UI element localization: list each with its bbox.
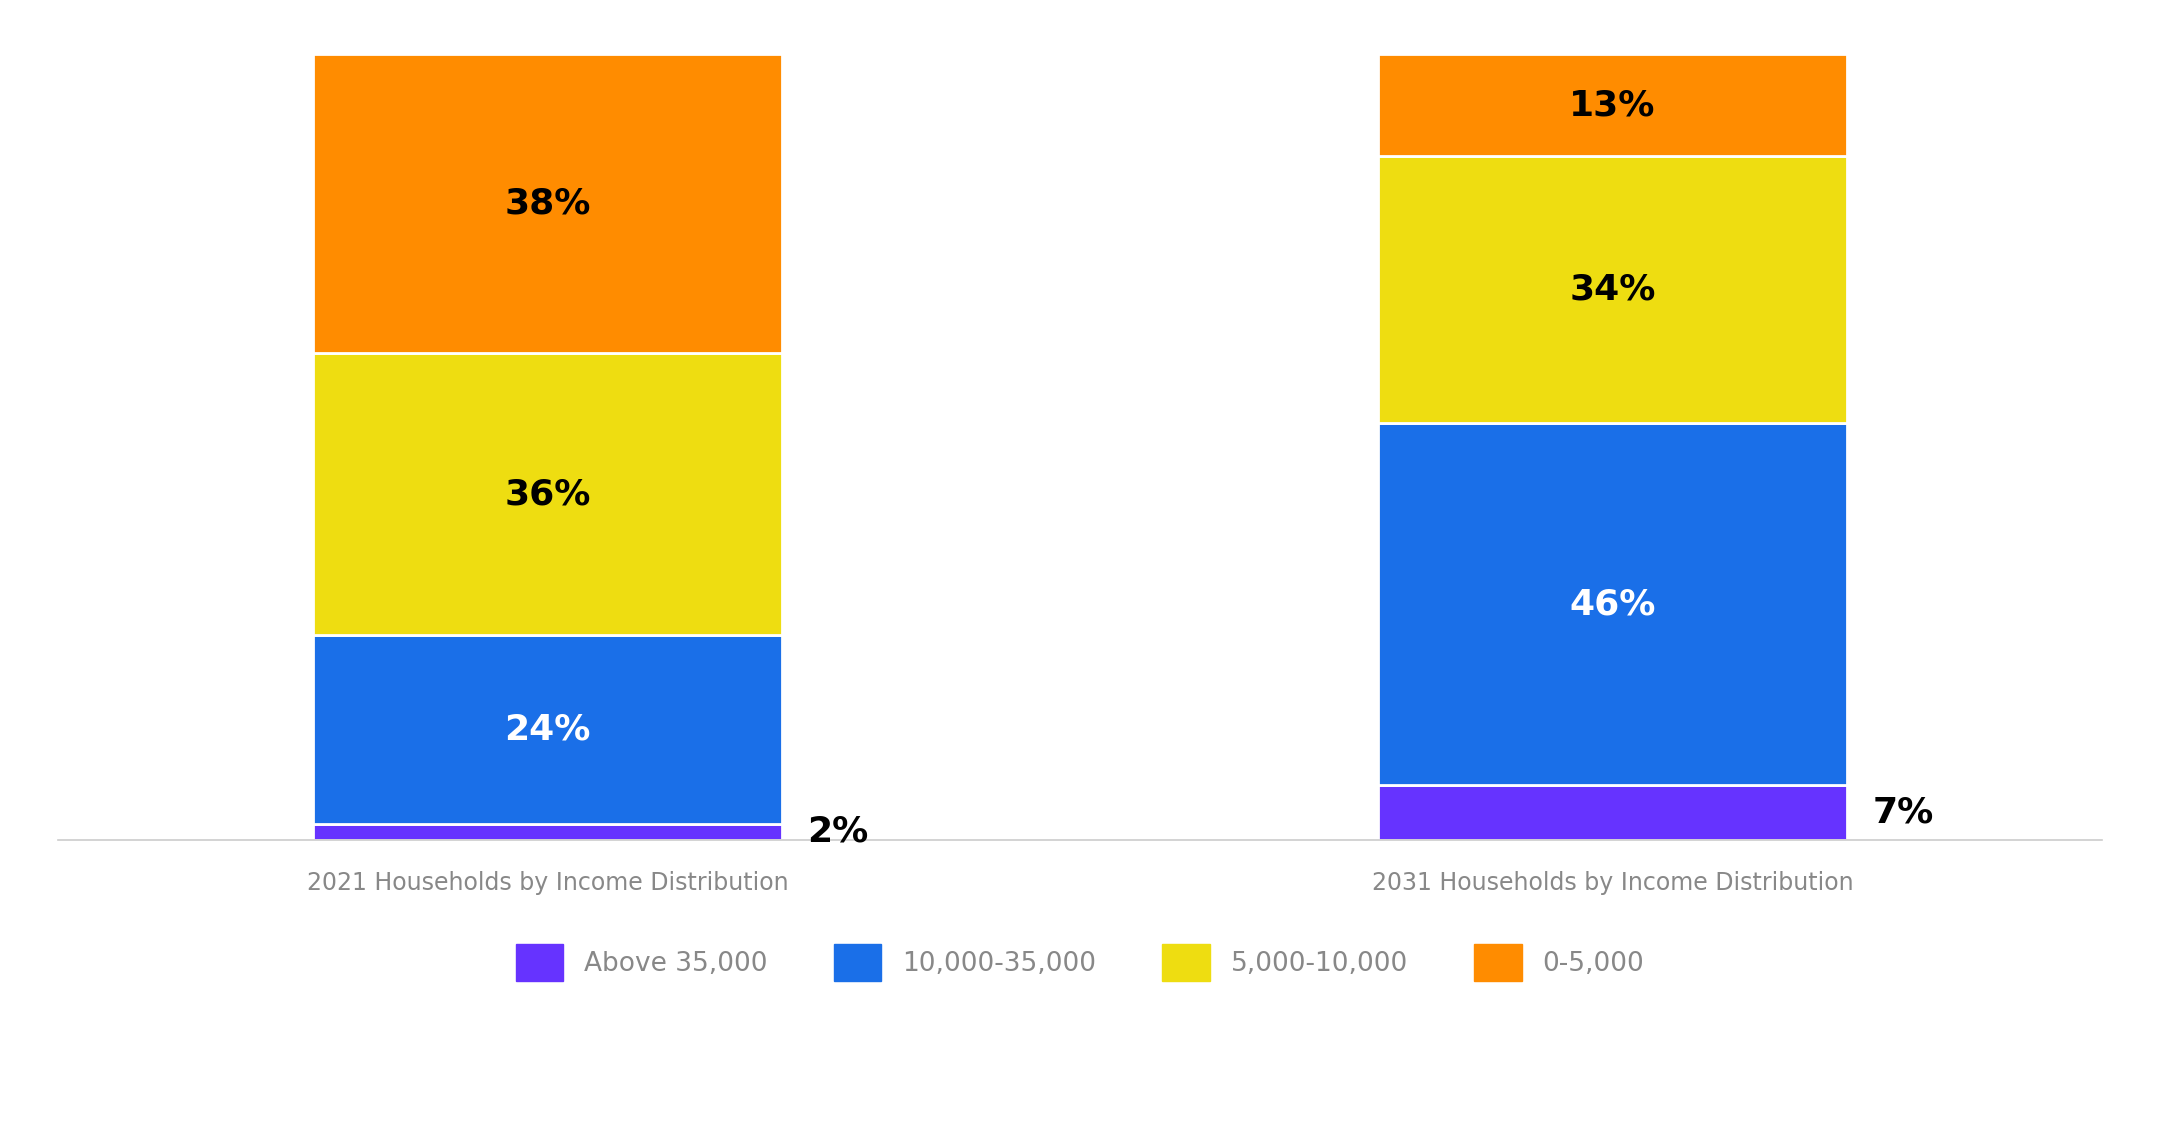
Text: 13%: 13% <box>1570 88 1657 122</box>
Text: 34%: 34% <box>1570 273 1657 307</box>
Text: 24%: 24% <box>503 713 590 747</box>
Text: 2031 Households by Income Distribution: 2031 Households by Income Distribution <box>1372 871 1853 896</box>
Text: 2%: 2% <box>808 814 868 849</box>
Text: 7%: 7% <box>1873 795 1933 829</box>
Bar <box>313 54 782 353</box>
Bar <box>1378 423 1847 785</box>
Bar <box>313 353 782 635</box>
Bar <box>1378 785 1847 839</box>
Text: 46%: 46% <box>1570 587 1657 622</box>
Text: 36%: 36% <box>503 477 590 511</box>
Bar <box>1378 157 1847 423</box>
Legend: Above 35,000, 10,000-35,000, 5,000-10,000, 0-5,000: Above 35,000, 10,000-35,000, 5,000-10,00… <box>505 933 1655 992</box>
Text: 2021 Households by Income Distribution: 2021 Households by Income Distribution <box>307 871 788 896</box>
Text: 38%: 38% <box>503 186 590 220</box>
Bar <box>313 635 782 823</box>
Bar <box>1378 54 1847 157</box>
Bar <box>313 823 782 839</box>
